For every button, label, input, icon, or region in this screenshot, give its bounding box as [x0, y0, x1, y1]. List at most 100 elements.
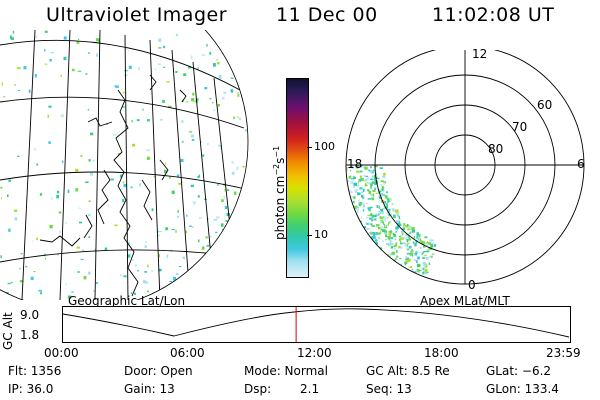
- emission-speck: [417, 236, 421, 239]
- emission-speck: [139, 183, 142, 187]
- emission-speck: [92, 159, 95, 162]
- emission-speck: [185, 101, 189, 103]
- emission-speck: [386, 191, 389, 194]
- emission-speck: [390, 213, 392, 216]
- emission-speck: [56, 190, 60, 194]
- emission-speck: [383, 181, 386, 184]
- emission-speck: [398, 235, 402, 238]
- emission-speck: [416, 241, 418, 244]
- emission-speck: [387, 209, 391, 211]
- emission-speck: [377, 188, 382, 191]
- mlt-label-6: 6: [577, 157, 585, 171]
- emission-speck: [59, 230, 61, 234]
- emission-speck: [223, 91, 227, 94]
- emission-speck: [371, 220, 374, 222]
- magnetic-polar-plot: [345, 50, 585, 285]
- emission-speck: [142, 108, 144, 111]
- emission-speck: [421, 253, 423, 255]
- emission-speck: [350, 180, 354, 184]
- emission-speck: [370, 185, 372, 189]
- emission-speck: [422, 241, 426, 245]
- emission-speck: [356, 166, 359, 169]
- emission-speck: [237, 93, 240, 97]
- emission-speck: [387, 216, 389, 220]
- emission-speck: [363, 226, 367, 229]
- emission-speck: [215, 231, 218, 233]
- emission-speck: [34, 74, 37, 78]
- emission-speck: [404, 244, 407, 247]
- emission-speck: [17, 66, 21, 70]
- emission-speck: [151, 270, 154, 272]
- emission-speck: [427, 249, 430, 251]
- emission-speck: [14, 84, 16, 86]
- emission-speck: [63, 36, 67, 40]
- colorbar-unit-exp1: −2: [272, 163, 281, 176]
- emission-speck: [213, 219, 217, 221]
- emission-speck: [225, 220, 228, 222]
- emission-speck: [67, 295, 72, 299]
- emission-speck: [390, 236, 394, 240]
- emission-speck: [90, 173, 93, 176]
- emission-speck: [404, 261, 408, 265]
- emission-speck: [171, 190, 175, 195]
- emission-speck: [385, 205, 388, 208]
- emission-speck: [403, 225, 407, 227]
- emission-speck: [175, 70, 178, 73]
- emission-speck: [209, 51, 212, 55]
- emission-speck: [381, 185, 384, 188]
- emission-speck: [182, 256, 185, 259]
- emission-speck: [423, 251, 427, 253]
- emission-speck: [10, 37, 14, 41]
- emission-speck: [144, 241, 147, 243]
- emission-speck: [238, 117, 241, 120]
- emission-speck: [146, 149, 150, 152]
- emission-speck: [236, 116, 239, 118]
- emission-speck: [395, 209, 399, 213]
- emission-speck: [205, 236, 208, 239]
- emission-speck: [362, 166, 366, 169]
- emission-speck: [370, 170, 373, 174]
- emission-speck: [366, 216, 369, 219]
- emission-speck: [7, 194, 9, 198]
- emission-speck: [49, 59, 52, 62]
- emission-speck: [394, 238, 396, 241]
- emission-speck: [375, 241, 378, 245]
- emission-speck: [360, 178, 364, 182]
- geographic-map: [0, 30, 249, 300]
- emission-speck: [67, 189, 70, 193]
- emission-speck: [369, 206, 373, 209]
- emission-speck: [357, 192, 361, 196]
- emission-speck: [371, 181, 375, 184]
- emission-speck: [385, 225, 387, 228]
- emission-speck: [359, 202, 362, 206]
- mlt-label-0: 0: [468, 278, 476, 292]
- time-tick-0600: 06:00: [170, 346, 205, 360]
- emission-speck: [159, 231, 162, 232]
- emission-speck: [386, 243, 388, 245]
- emission-speck: [183, 73, 187, 76]
- emission-speck: [369, 217, 373, 220]
- emission-speck: [375, 169, 377, 173]
- emission-speck: [202, 246, 205, 250]
- emission-speck: [363, 195, 365, 198]
- emission-speck: [374, 215, 377, 217]
- emission-speck: [387, 243, 391, 246]
- emission-speck: [200, 141, 203, 143]
- emission-speck: [384, 216, 387, 218]
- emission-speck: [36, 237, 38, 241]
- emission-speck: [409, 231, 412, 234]
- emission-speck: [372, 193, 375, 197]
- emission-speck: [372, 190, 376, 192]
- emission-speck: [351, 178, 355, 180]
- emission-speck: [10, 281, 13, 284]
- emission-speck: [354, 205, 358, 210]
- emission-speck: [44, 30, 48, 33]
- emission-speck: [358, 199, 360, 202]
- emission-speck: [385, 230, 387, 234]
- emission-speck: [169, 280, 173, 282]
- emission-speck: [378, 195, 382, 197]
- emission-speck: [405, 257, 409, 261]
- emission-speck: [366, 222, 369, 225]
- emission-speck: [360, 170, 363, 173]
- emission-speck: [371, 218, 374, 221]
